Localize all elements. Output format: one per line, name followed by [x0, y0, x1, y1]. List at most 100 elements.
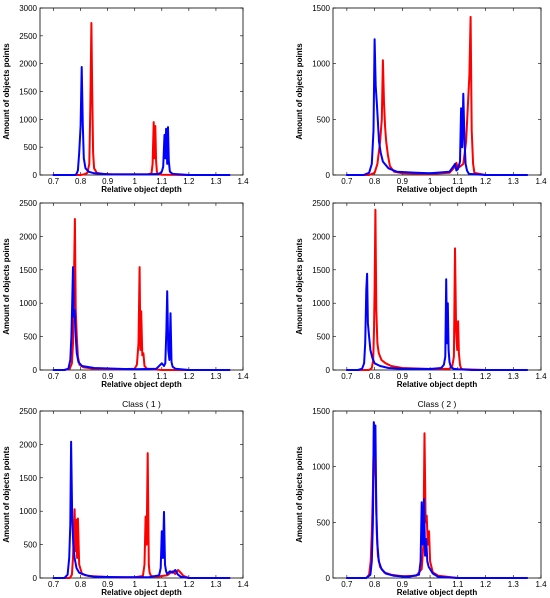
y-tick-label: 1000 [312, 463, 330, 472]
y-tick-label: 500 [317, 333, 331, 342]
y-tick-label: 2500 [19, 32, 37, 41]
x-tick-label: 1.2 [480, 372, 492, 381]
y-tick-label: 2000 [19, 60, 37, 69]
x-tick-label: 0.7 [48, 580, 60, 589]
x-tick-label: 0.9 [397, 177, 409, 186]
x-tick-label: 1 [428, 372, 433, 381]
x-tick-label: 1 [428, 177, 433, 186]
x-tick-label: 1.4 [535, 177, 547, 186]
y-tick-label: 500 [24, 541, 38, 550]
y-tick-label: 1500 [19, 266, 37, 275]
x-tick-label: 1.1 [156, 177, 168, 186]
y-tick-label: 1000 [19, 299, 37, 308]
x-tick-label: 1 [133, 580, 138, 589]
y-tick-label: 0 [326, 171, 331, 180]
chart-panel-5: Class ( 1 ) 0.7 0.8 0.9 1 1.1 1.2 1.3 1.4 0 500 100… [2, 399, 249, 597]
y-tick-label: 1500 [312, 4, 330, 13]
y-tick-label: 0 [33, 171, 38, 180]
x-tick-label: 0.8 [75, 372, 87, 381]
x-axis-label: Relative object depth [397, 380, 478, 389]
y-tick-label: 1000 [19, 115, 37, 124]
x-tick-label: 1.1 [156, 372, 168, 381]
y-tick-label: 1500 [19, 474, 37, 483]
x-axis-label: Relative object depth [101, 185, 182, 194]
x-tick-label: 0.8 [369, 177, 381, 186]
x-tick-label: 1.3 [210, 177, 222, 186]
chart-panel-2: 0.7 0.8 0.9 1 1.1 1.2 1.3 1.4 0 500 1000 1500 Relati… [295, 4, 547, 194]
x-tick-label: 0.7 [341, 372, 353, 381]
x-axis-label: Relative object depth [101, 380, 182, 389]
y-tick-label: 3000 [19, 4, 37, 13]
x-tick-label: 0.9 [397, 580, 409, 589]
x-tick-label: 1.1 [452, 372, 464, 381]
chart-panel-1: 0.7 0.8 0.9 1 1.1 1.2 1.3 1.4 0 500 1000 1500 2000 25… [2, 4, 249, 194]
plot-area [39, 7, 244, 176]
x-axis-label: Relative object depth [397, 588, 478, 597]
x-tick-label: 1.2 [480, 580, 492, 589]
x-tick-label: 1.3 [508, 177, 520, 186]
y-tick-label: 2500 [19, 199, 37, 208]
x-tick-label: 1.1 [452, 580, 464, 589]
x-tick-label: 1.3 [508, 372, 520, 381]
x-tick-label: 1 [133, 177, 138, 186]
x-tick-label: 0.8 [369, 580, 381, 589]
series-line-blue [52, 266, 231, 371]
chart-title: Class ( 2 ) [418, 399, 457, 409]
y-tick-label: 2000 [19, 232, 37, 241]
y-tick-label: 2500 [19, 407, 37, 416]
y-tick-label: 0 [33, 574, 38, 583]
x-tick-label: 0.9 [102, 177, 114, 186]
plot-area [332, 7, 542, 176]
y-axis-label: Amount of objects points [2, 446, 11, 543]
x-tick-label: 1.4 [237, 580, 249, 589]
y-axis-label: Amount of objects points [2, 238, 11, 335]
x-tick-label: 1.2 [480, 177, 492, 186]
y-tick-label: 500 [24, 143, 38, 152]
x-tick-label: 0.9 [102, 580, 114, 589]
x-tick-label: 1 [133, 372, 138, 381]
series-line-blue [52, 66, 231, 176]
x-tick-label: 1.3 [508, 580, 520, 589]
y-axis-label: Amount of objects points [295, 238, 304, 335]
chart-panel-4: 0.7 0.8 0.9 1 1.1 1.2 1.3 1.4 0 500 1000 1500 2000 25… [295, 199, 547, 389]
series-line-blue [345, 38, 529, 176]
x-tick-label: 1 [428, 580, 433, 589]
y-tick-label: 1500 [312, 407, 330, 416]
x-axis-label: Relative object depth [101, 588, 182, 597]
x-tick-label: 1.1 [452, 177, 464, 186]
x-tick-label: 1.2 [183, 177, 195, 186]
series-line-blue [52, 440, 231, 579]
y-tick-label: 2000 [312, 232, 330, 241]
y-tick-label: 0 [33, 366, 38, 375]
y-tick-label: 2000 [19, 440, 37, 449]
y-tick-label: 500 [317, 115, 331, 124]
chart-panel-6: Class ( 2 ) 0.7 0.8 0.9 1 1.1 1.2 1.3 1.4 0 500 100… [295, 399, 547, 597]
x-tick-label: 0.8 [75, 177, 87, 186]
y-tick-label: 1500 [19, 88, 37, 97]
y-tick-label: 500 [317, 518, 331, 527]
x-tick-label: 1.4 [237, 372, 249, 381]
x-tick-label: 1.4 [535, 372, 547, 381]
y-tick-label: 500 [24, 333, 38, 342]
y-tick-label: 1000 [19, 507, 37, 516]
x-tick-label: 1.4 [237, 177, 249, 186]
y-tick-label: 1500 [312, 266, 330, 275]
x-tick-label: 1.3 [210, 372, 222, 381]
x-tick-label: 0.7 [341, 580, 353, 589]
y-axis-label: Amount of objects points [295, 43, 304, 140]
y-tick-label: 0 [326, 574, 331, 583]
y-axis-label: Amount of objects points [295, 446, 304, 543]
plot-area [332, 410, 542, 579]
chart-panel-3: 0.7 0.8 0.9 1 1.1 1.2 1.3 1.4 0 500 1000 1500 2000 25… [2, 199, 249, 389]
x-tick-label: 0.8 [369, 372, 381, 381]
series-line-red [52, 452, 231, 579]
x-tick-label: 0.7 [48, 177, 60, 186]
chart-title: Class ( 1 ) [122, 399, 161, 409]
x-tick-label: 1.3 [210, 580, 222, 589]
y-tick-label: 0 [326, 366, 331, 375]
x-tick-label: 1.2 [183, 372, 195, 381]
x-tick-label: 0.7 [48, 372, 60, 381]
x-tick-label: 0.7 [341, 177, 353, 186]
y-tick-label: 1000 [312, 299, 330, 308]
series-line-blue [345, 272, 529, 371]
